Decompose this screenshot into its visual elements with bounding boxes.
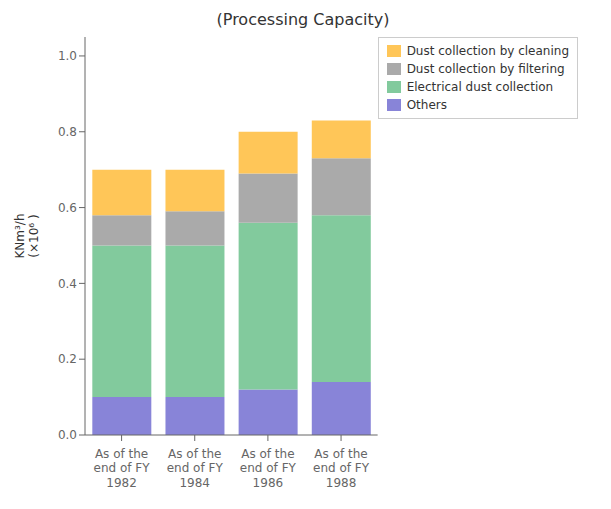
html-text:Dust collection by filtering: Dust collection by filtering <box>406 62 565 76</box>
svg-text:As of theend of FY1982: As of theend of FY1982 <box>94 447 151 490</box>
html-text:Dust collection by cleaning: Dust collection by cleaning <box>406 44 569 58</box>
svg-text:KNm³/h(×10⁶ ): KNm³/h(×10⁶ ) <box>13 214 41 259</box>
svg-text:0.2: 0.2 <box>58 352 77 366</box>
svg-text:0.6: 0.6 <box>58 201 77 215</box>
svg-text:1.0: 1.0 <box>58 49 77 63</box>
html-text:(Processing Capacity): (Processing Capacity) <box>216 10 390 29</box>
svg-text:As of theend of FY1988: As of theend of FY1988 <box>313 447 370 490</box>
svg-text:0.4: 0.4 <box>58 277 77 291</box>
html-text:Others: Others <box>406 98 447 112</box>
svg-text:0.0: 0.0 <box>58 428 77 442</box>
svg-text:As of theend of FY1986: As of theend of FY1986 <box>240 447 297 490</box>
svg-text:0.8: 0.8 <box>58 125 77 139</box>
html-text:Electrical dust collection: Electrical dust collection <box>406 80 554 94</box>
svg-text:As of theend of FY1984: As of theend of FY1984 <box>167 447 224 490</box>
